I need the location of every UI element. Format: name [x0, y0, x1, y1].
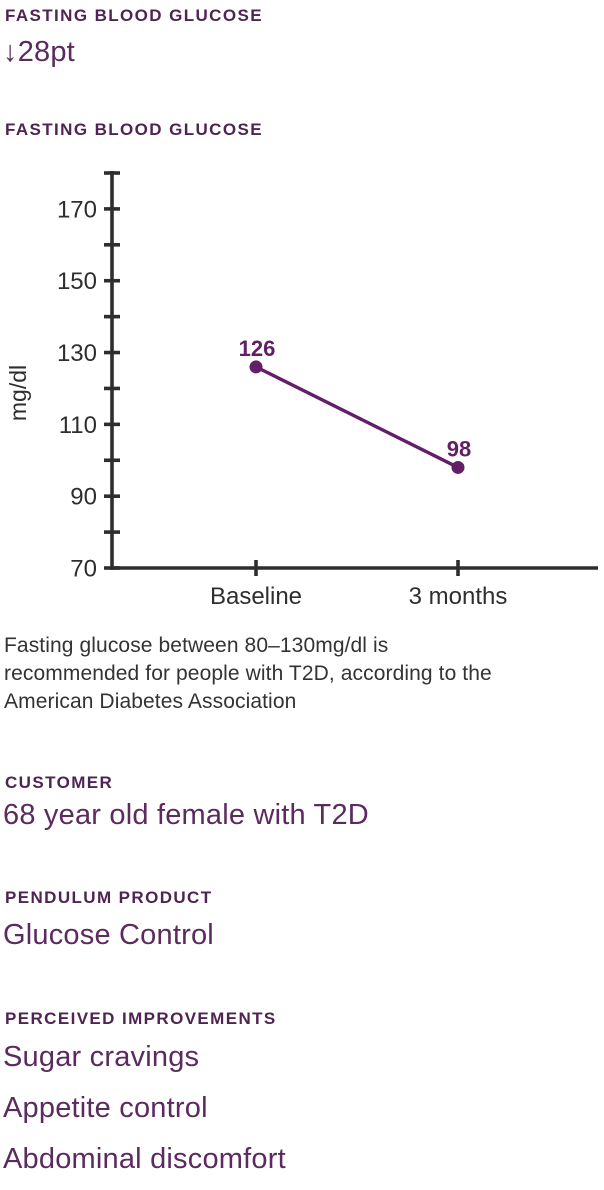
improvement-item: Abdominal discomfort: [3, 1143, 286, 1175]
x-tick-label: Baseline: [210, 583, 302, 610]
customer-value: 68 year old female with T2D: [3, 799, 369, 831]
x-tick-label: 3 months: [409, 583, 508, 610]
product-label: PENDULUM PRODUCT: [5, 888, 213, 907]
y-tick-label: 90: [70, 484, 97, 511]
data-point-label: 126: [239, 336, 276, 361]
improvements-label: PERCEIVED IMPROVEMENTS: [5, 1009, 277, 1028]
customer-label: CUSTOMER: [5, 773, 114, 792]
improvements-list: Sugar cravings Appetite control Abdomina…: [3, 1032, 286, 1185]
caption-line: Fasting glucose between 80–130mg/dl is: [4, 634, 389, 657]
summary-metric-delta: ↓28pt: [3, 36, 75, 68]
caption-line: recommended for people with T2D, accordi…: [4, 662, 492, 685]
y-tick-label: 130: [57, 340, 97, 367]
data-point: [451, 460, 465, 474]
y-tick-label: 110: [59, 412, 97, 439]
product-value: Glucose Control: [3, 919, 214, 951]
chart-caption: Fasting glucose between 80–130mg/dl is r…: [4, 632, 492, 716]
chart-line: [255, 365, 459, 469]
data-point: [249, 360, 263, 374]
line-chart: 70 90 110 130 150 170 Baseline 3 months mg/dl 126…: [5, 171, 598, 610]
y-tick-label: 70: [70, 556, 97, 583]
caption-line: American Diabetes Association: [4, 690, 297, 713]
summary-metric-label: FASTING BLOOD GLUCOSE: [5, 6, 263, 25]
y-tick-label: 170: [57, 196, 97, 223]
improvement-item: Appetite control: [3, 1092, 208, 1124]
chart-title: FASTING BLOOD GLUCOSE: [5, 120, 263, 139]
fasting-glucose-chart: 70 90 110 130 150 170 Baseline 3 months mg/dl 126…: [0, 163, 604, 613]
y-axis-title: mg/dl: [5, 365, 31, 421]
data-point-label: 98: [447, 436, 471, 461]
y-tick-label: 150: [57, 268, 97, 295]
improvement-item: Sugar cravings: [3, 1041, 200, 1073]
